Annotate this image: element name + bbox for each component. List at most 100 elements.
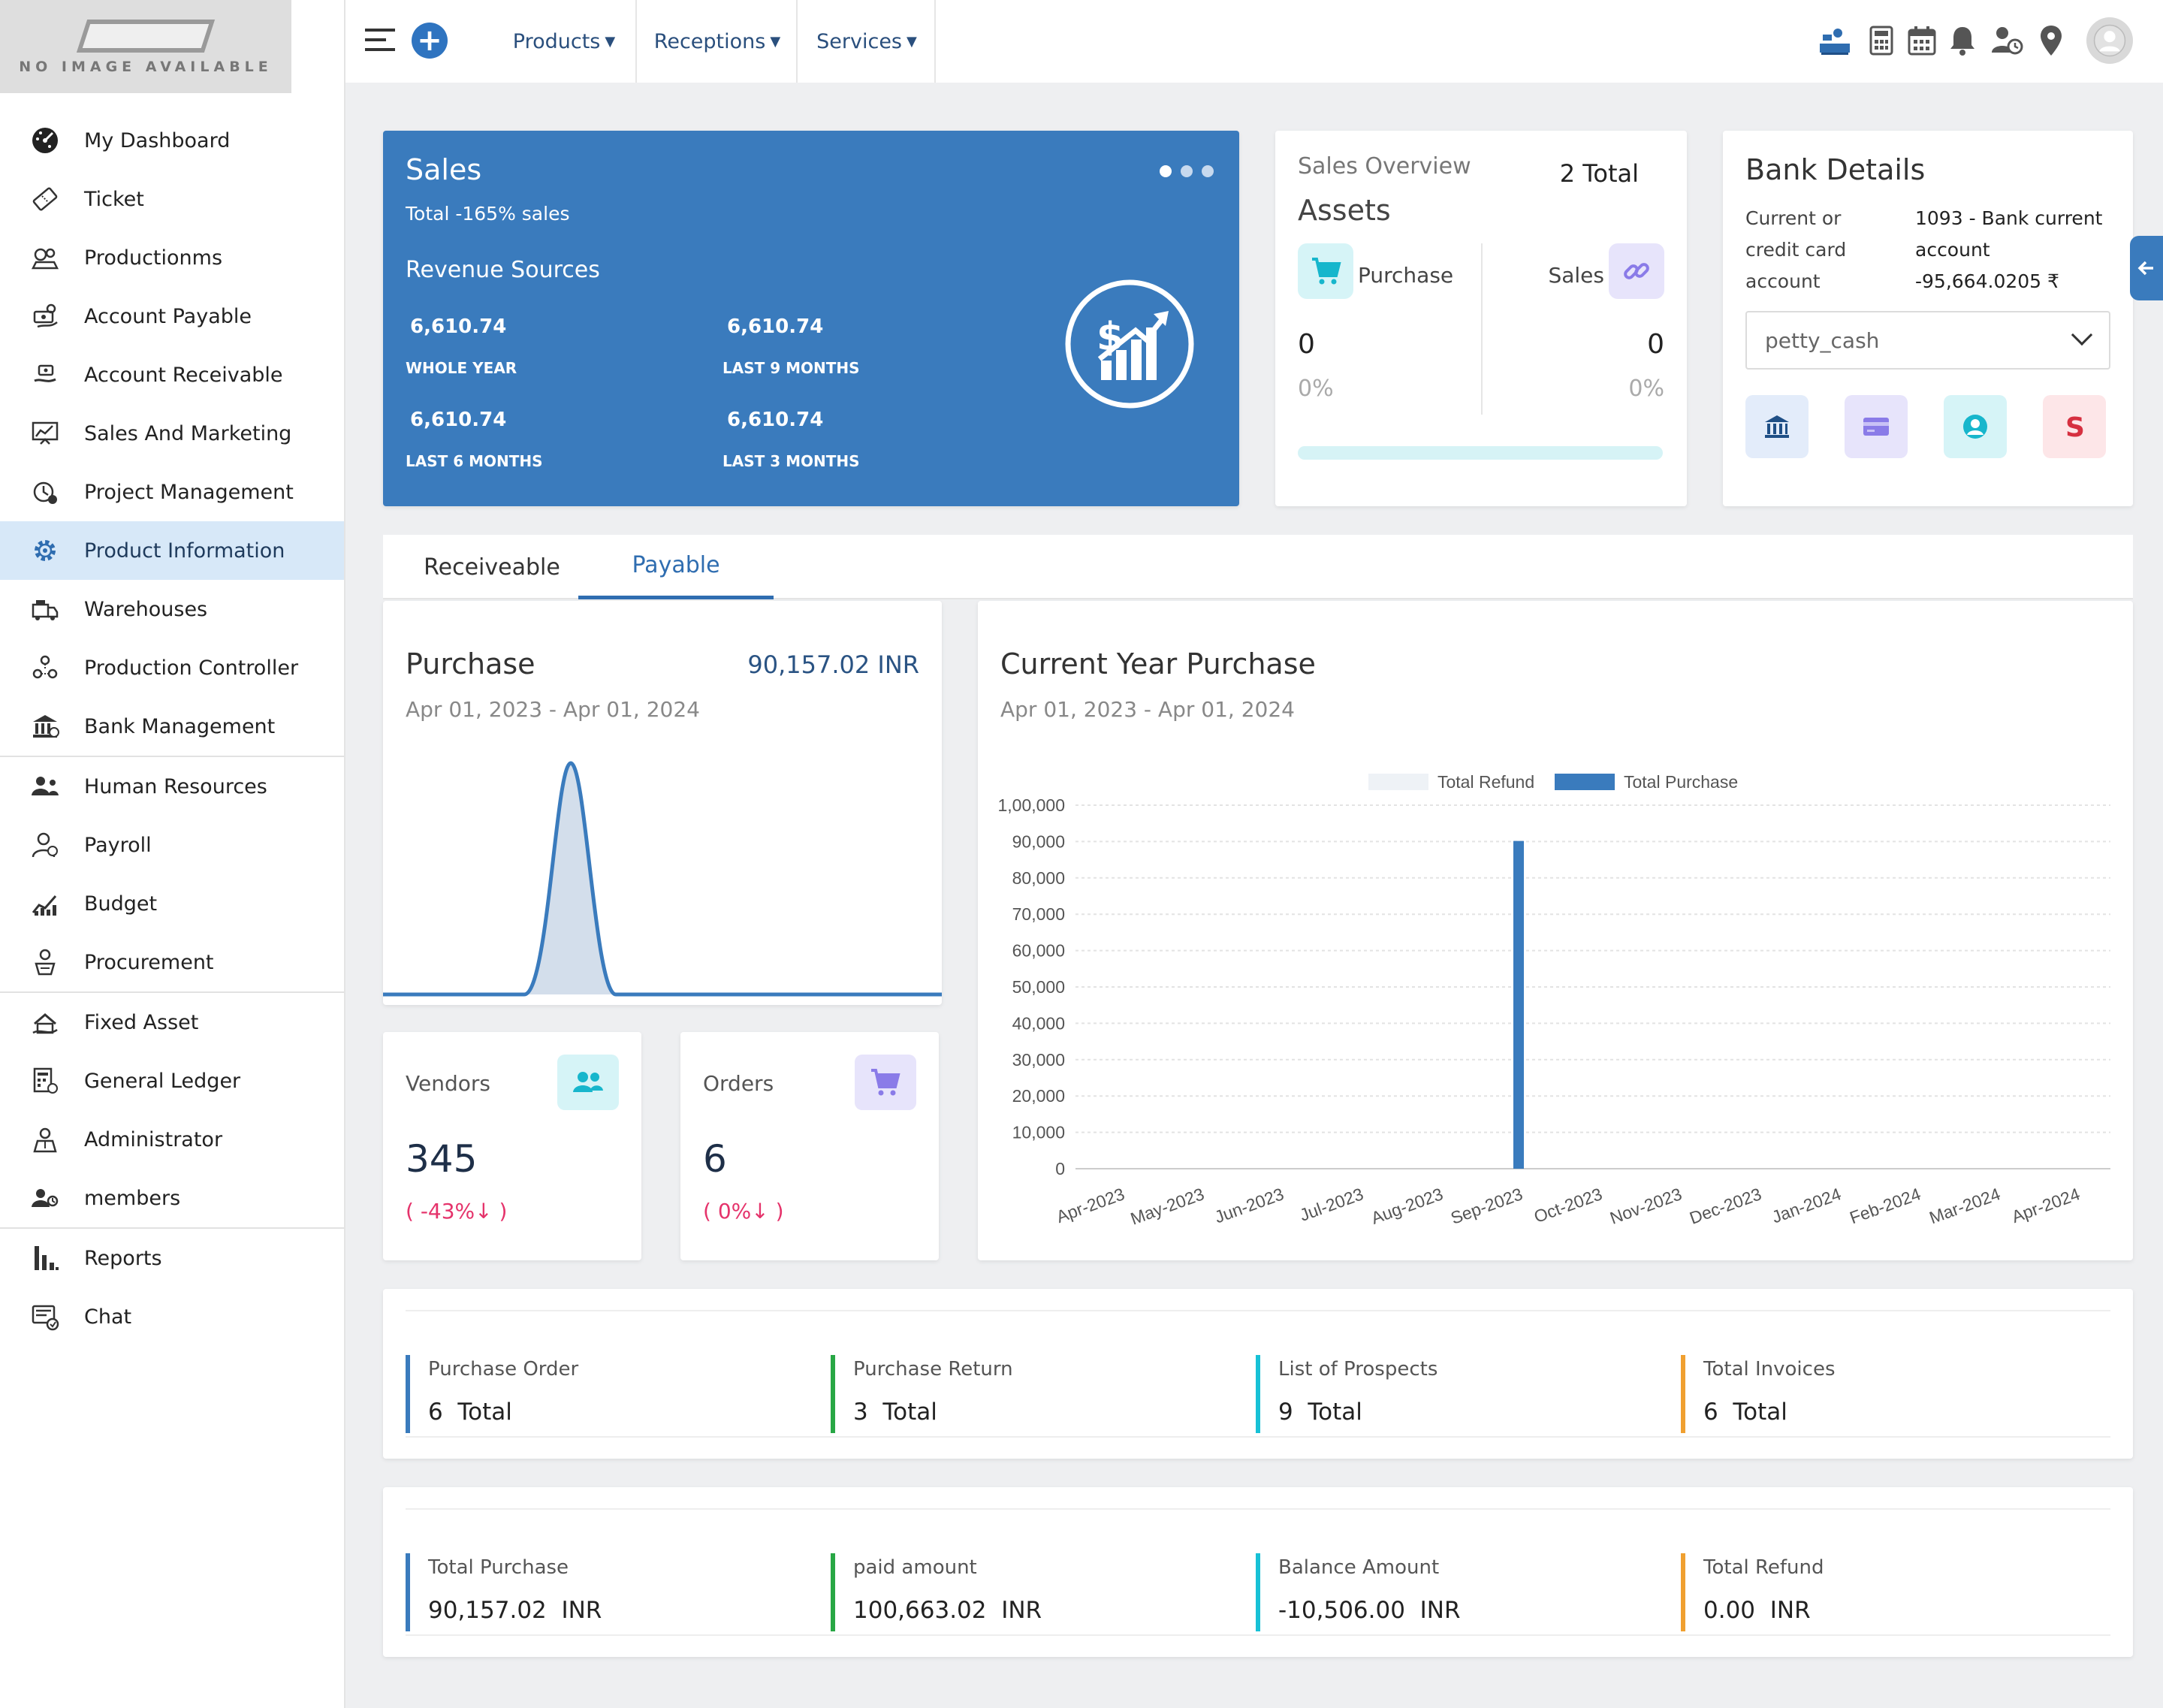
logo-text: NO IMAGE AVAILABLE xyxy=(19,58,273,75)
menu-receptions[interactable]: Receptions ▼ xyxy=(638,0,798,83)
hamburger-menu-icon[interactable] xyxy=(365,27,395,53)
sidebar-item-account-payable[interactable]: Account Payable xyxy=(0,287,344,346)
overview-divider xyxy=(1481,243,1483,415)
stat-last-6-months: 6,610.74 LAST 6 MONTHS xyxy=(406,409,543,470)
members-icon xyxy=(29,1181,62,1215)
vendors-label: Vendors xyxy=(406,1071,490,1096)
sidebar-item-label: Budget xyxy=(84,892,158,916)
x-tick-label: Oct-2023 xyxy=(1531,1184,1605,1227)
summary-label: Purchase Return xyxy=(853,1358,1013,1381)
bar-total-purchase[interactable] xyxy=(1513,840,1524,1169)
location-pin-icon[interactable] xyxy=(2031,20,2071,61)
legend-swatch xyxy=(1555,774,1615,790)
tab-payable[interactable]: Payable xyxy=(578,535,774,599)
x-tick-label: Dec-2023 xyxy=(1687,1184,1764,1228)
purchase-icon-box xyxy=(1298,243,1353,299)
add-new-button[interactable]: + xyxy=(412,23,448,59)
summary-item-purchase-return: Purchase Return 3 Total xyxy=(831,1355,1013,1433)
menu-products[interactable]: Products ▼ xyxy=(493,0,637,83)
sidebar-item-payroll[interactable]: Payroll xyxy=(0,816,344,874)
sidebar-item-label: Reports xyxy=(84,1246,162,1270)
tab-receiveable[interactable]: Receiveable xyxy=(424,554,560,581)
sidebar-item-sales-and-marketing[interactable]: Sales And Marketing xyxy=(0,404,344,463)
stat-label: LAST 9 MONTHS xyxy=(723,359,860,377)
sidebar-item-project-management[interactable]: Project Management xyxy=(0,463,344,521)
sidebar-nav: My Dashboard Ticket Productionms Account Pa… xyxy=(0,111,344,1346)
sidebar-item-label: Administrator xyxy=(84,1127,223,1151)
top-bar: + Products ▼ Receptions ▼ Services ▼ xyxy=(345,0,2163,83)
summary-value: 3 Total xyxy=(853,1399,937,1426)
company-logo[interactable]: NO IMAGE AVAILABLE xyxy=(0,0,291,93)
sidebar: NO IMAGE AVAILABLE My Dashboard Ticket Pro… xyxy=(0,0,345,1708)
carousel-dot[interactable] xyxy=(1202,165,1214,177)
s-button[interactable]: S xyxy=(2043,395,2106,458)
sidebar-item-human-resources[interactable]: Human Resources xyxy=(0,757,344,816)
sidebar-item-ticket[interactable]: Ticket xyxy=(0,170,344,228)
sidebar-item-warehouses[interactable]: Warehouses xyxy=(0,580,344,638)
purchase-title: Purchase xyxy=(406,647,535,680)
sidebar-item-chat[interactable]: Chat xyxy=(0,1287,344,1346)
bank-account-selected: petty_cash xyxy=(1765,327,1880,353)
sidebar-item-reports[interactable]: Reports xyxy=(0,1229,344,1287)
svg-text:$: $ xyxy=(1097,315,1124,360)
stat-label: WHOLE YEAR xyxy=(406,359,517,377)
legend-label[interactable]: Total Purchase xyxy=(1624,772,1738,792)
summary-value: 0.00 INR xyxy=(1703,1597,1811,1624)
sidebar-item-procurement[interactable]: Procurement xyxy=(0,933,344,991)
carousel-dot[interactable] xyxy=(1181,165,1193,177)
sidebar-item-label: Account Payable xyxy=(84,304,252,328)
bell-icon[interactable] xyxy=(1942,20,1983,61)
sidebar-item-general-ledger[interactable]: General Ledger xyxy=(0,1052,344,1110)
bank-button[interactable] xyxy=(1745,395,1809,458)
calendar-icon[interactable] xyxy=(1902,20,1942,61)
sidebar-item-label: My Dashboard xyxy=(84,128,231,152)
x-tick-label: Apr-2023 xyxy=(1054,1184,1127,1227)
sidebar-item-product-information[interactable]: Product Information xyxy=(0,521,344,580)
summary-label: Purchase Order xyxy=(428,1358,579,1381)
user-account-button[interactable] xyxy=(1944,395,2007,458)
sidebar-item-productionms[interactable]: Productionms xyxy=(0,228,344,287)
arrow-left-icon xyxy=(2137,261,2153,276)
sidebar-item-label: Productionms xyxy=(84,246,223,270)
avatar-icon xyxy=(2093,24,2126,57)
account-name: 1093 - Bank current account xyxy=(1915,207,2103,261)
caret-down-icon: ▼ xyxy=(907,33,917,50)
human-resources-icon xyxy=(29,770,62,803)
payroll-icon xyxy=(29,828,62,862)
sidebar-item-label: Human Resources xyxy=(84,774,267,798)
sidebar-item-fixed-asset[interactable]: Fixed Asset xyxy=(0,993,344,1052)
summary-value: 100,663.02 INR xyxy=(853,1597,1042,1624)
orders-change: ( 0%↓ ) xyxy=(703,1199,784,1224)
sidebar-item-members[interactable]: members xyxy=(0,1169,344,1227)
sales-label: Sales xyxy=(1548,263,1604,288)
chat-icon xyxy=(29,1300,62,1333)
sidebar-item-bank-management[interactable]: Bank Management xyxy=(0,697,344,756)
sidebar-item-my-dashboard[interactable]: My Dashboard xyxy=(0,111,344,170)
card-button[interactable] xyxy=(1845,395,1908,458)
user-avatar[interactable] xyxy=(2086,17,2133,64)
sidebar-item-account-receivable[interactable]: Account Receivable xyxy=(0,346,344,404)
sidebar-item-administrator[interactable]: Administrator xyxy=(0,1110,344,1169)
user-clock-icon[interactable] xyxy=(1983,20,2031,61)
legend-label[interactable]: Total Refund xyxy=(1437,772,1534,792)
carousel-dot[interactable] xyxy=(1160,165,1172,177)
bank-account-select[interactable]: petty_cash xyxy=(1745,311,2110,370)
cashier-icon[interactable] xyxy=(1809,20,1861,61)
menu-services[interactable]: Services ▼ xyxy=(799,0,936,83)
purchase-label: Purchase xyxy=(1358,263,1454,288)
collapse-panel-button[interactable] xyxy=(2130,236,2163,300)
carousel-dots[interactable] xyxy=(1151,165,1214,177)
y-tick-label: 0 xyxy=(1055,1159,1065,1178)
menu-products-label: Products xyxy=(512,29,601,53)
x-tick-label: Mar-2024 xyxy=(1926,1184,2003,1227)
calculator-icon[interactable] xyxy=(1861,20,1902,61)
overview-label: Sales Overview xyxy=(1298,153,1471,180)
stat-label: LAST 3 MONTHS xyxy=(723,452,860,470)
summary-value: 6 Total xyxy=(1703,1399,1787,1426)
x-tick-label: Jun-2023 xyxy=(1212,1184,1287,1227)
menu-services-label: Services xyxy=(816,29,902,53)
summary-accent-bar xyxy=(406,1355,410,1433)
sidebar-item-budget[interactable]: Budget xyxy=(0,874,344,933)
cart-icon xyxy=(1312,258,1341,285)
sidebar-item-production-controller[interactable]: Production Controller xyxy=(0,638,344,697)
